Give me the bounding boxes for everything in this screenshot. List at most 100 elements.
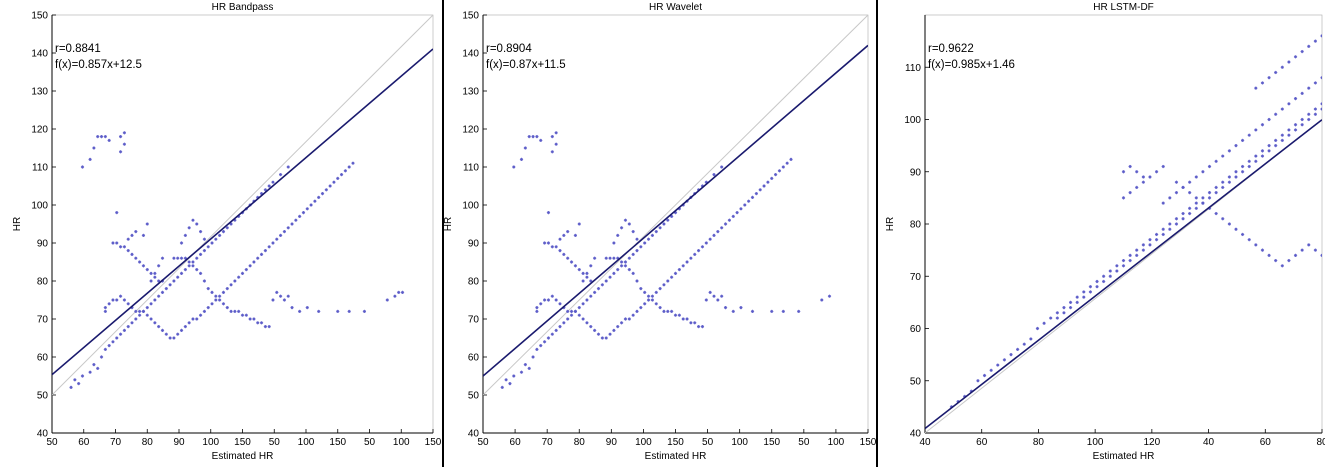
data-point — [130, 321, 134, 325]
data-point — [1241, 164, 1245, 169]
x-tick-label: 60 — [78, 437, 90, 448]
data-point — [720, 226, 724, 230]
data-point — [1194, 175, 1198, 179]
data-point — [543, 340, 547, 344]
data-point — [1068, 300, 1073, 304]
data-point — [739, 306, 743, 310]
data-point — [191, 218, 195, 222]
data-point — [206, 245, 210, 249]
data-point — [1227, 180, 1231, 184]
data-point — [643, 302, 647, 306]
data-point — [347, 309, 351, 313]
data-point — [1280, 65, 1284, 69]
data-point — [145, 268, 149, 272]
data-point — [1148, 238, 1152, 242]
data-point — [1128, 253, 1132, 257]
data-point — [126, 249, 130, 253]
data-point — [639, 306, 643, 310]
data-point — [286, 226, 290, 230]
data-point — [777, 169, 782, 173]
data-point — [149, 279, 153, 283]
chart-title: HR LSTM-DF — [1093, 2, 1154, 13]
data-point — [149, 317, 153, 321]
data-point — [600, 283, 604, 287]
y-tick-label: 100 — [462, 201, 479, 212]
data-point — [187, 321, 191, 325]
x-tick-label: 60 — [510, 437, 522, 448]
data-point — [218, 298, 222, 302]
data-point — [244, 268, 248, 272]
data-point — [1108, 274, 1112, 278]
data-point — [677, 313, 681, 317]
chart-panel-2: HR Wavelet405060708090100110120130140150… — [443, 2, 877, 462]
data-point — [233, 279, 237, 283]
x-tick-label: 50 — [269, 437, 281, 448]
data-point — [218, 294, 222, 298]
data-point — [103, 135, 107, 139]
data-point — [731, 214, 735, 218]
x-tick-label: 80 — [1033, 437, 1045, 448]
fit-equation-annotation: f(x)=0.985x+1.46 — [928, 59, 1015, 71]
fit-line — [52, 48, 433, 376]
x-tick-label: 50 — [477, 437, 489, 448]
data-point — [766, 180, 770, 184]
data-point — [976, 379, 980, 383]
data-point — [1313, 107, 1317, 111]
data-point — [103, 347, 107, 351]
data-point — [145, 313, 149, 317]
data-point — [1267, 149, 1271, 153]
y-tick-label: 90 — [910, 167, 922, 178]
data-point — [589, 325, 593, 329]
x-tick-label: 150 — [667, 437, 684, 448]
data-point — [298, 214, 302, 218]
data-point — [758, 188, 762, 192]
data-point — [206, 306, 210, 310]
data-point — [252, 260, 256, 264]
data-point — [172, 279, 176, 283]
data-point — [1049, 316, 1053, 320]
data-point — [1320, 107, 1322, 111]
data-point — [797, 309, 801, 313]
data-point — [1254, 243, 1258, 247]
data-point — [1234, 170, 1238, 174]
data-point — [271, 298, 275, 302]
data-point — [504, 378, 508, 382]
data-point — [1128, 258, 1132, 263]
data-point — [339, 173, 344, 177]
data-point — [535, 135, 539, 139]
y-axis-label: HR — [12, 217, 23, 231]
data-point — [1221, 180, 1225, 184]
data-point — [1313, 112, 1317, 116]
fit-line — [925, 119, 1322, 430]
data-point — [581, 271, 585, 275]
data-point — [210, 302, 214, 306]
data-point — [267, 184, 271, 188]
data-point — [320, 192, 325, 196]
data-point — [627, 222, 631, 226]
x-tick-label: 80 — [142, 437, 154, 448]
data-point — [271, 241, 275, 245]
x-tick-label: 100 — [828, 437, 845, 448]
data-point — [1247, 159, 1251, 163]
data-point — [697, 325, 701, 329]
data-point — [558, 302, 562, 306]
x-tick-label: 100 — [298, 437, 315, 448]
data-point — [1055, 316, 1059, 320]
data-point — [685, 260, 689, 264]
data-point — [168, 283, 172, 287]
data-point — [328, 184, 332, 188]
data-point — [1254, 86, 1258, 90]
data-point — [1280, 264, 1284, 268]
data-point — [191, 317, 195, 321]
data-point — [256, 321, 260, 325]
data-point — [827, 294, 832, 298]
data-point — [1300, 49, 1304, 54]
data-point — [1254, 159, 1258, 163]
data-point — [179, 271, 184, 275]
data-point — [138, 313, 142, 317]
data-point — [585, 298, 589, 302]
y-tick-label: 150 — [462, 11, 479, 22]
data-point — [294, 218, 298, 222]
x-tick-label: 100 — [393, 437, 410, 448]
data-point — [1287, 258, 1291, 263]
